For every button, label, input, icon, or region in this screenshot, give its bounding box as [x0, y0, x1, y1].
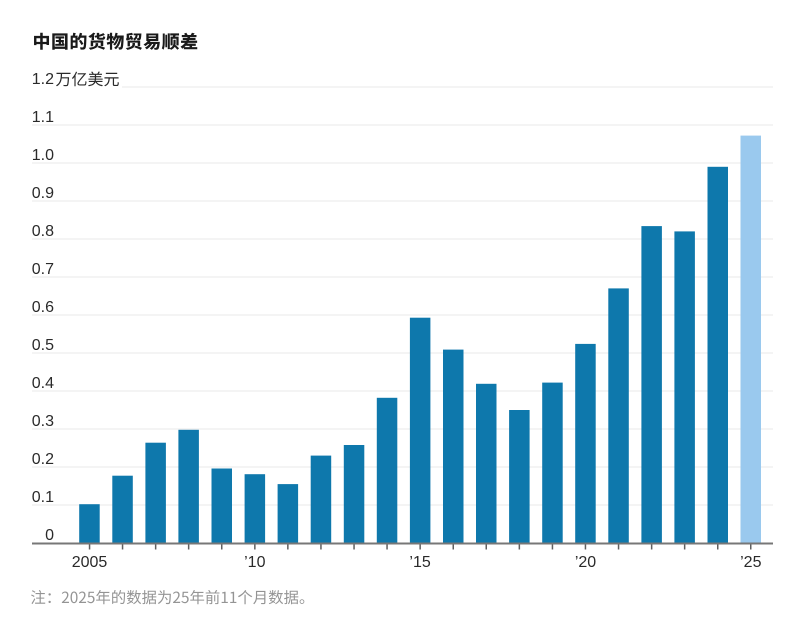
svg-text:’10: ’10: [244, 554, 265, 571]
svg-text:0.6: 0.6: [32, 299, 54, 316]
svg-text:0.7: 0.7: [32, 261, 54, 278]
svg-text:2005: 2005: [72, 554, 108, 571]
svg-text:0.5: 0.5: [32, 337, 54, 354]
svg-text:0.8: 0.8: [32, 223, 54, 240]
svg-text:’15: ’15: [409, 554, 430, 571]
svg-text:’25: ’25: [740, 554, 761, 571]
svg-text:1.0: 1.0: [32, 147, 54, 164]
svg-text:0.2: 0.2: [32, 451, 54, 468]
svg-text:0.3: 0.3: [32, 413, 54, 430]
svg-text:’20: ’20: [575, 554, 596, 571]
svg-text:0.4: 0.4: [32, 375, 54, 392]
svg-text:0.1: 0.1: [32, 489, 54, 506]
svg-text:1.2: 1.2: [32, 71, 54, 88]
svg-text:1.1: 1.1: [32, 109, 54, 126]
svg-text:0: 0: [45, 527, 54, 544]
svg-text:0.9: 0.9: [32, 185, 54, 202]
